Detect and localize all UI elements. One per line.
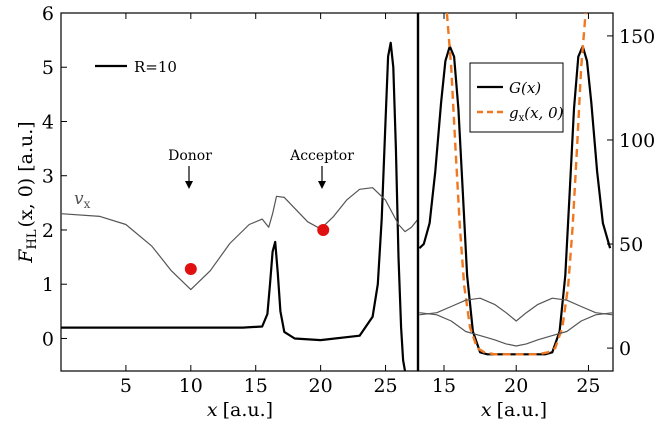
legend-label-r10: R=10 — [134, 58, 177, 76]
left-x-axis-label: x [a.u.] — [207, 399, 273, 421]
annotation-donor-arrowhead — [185, 181, 193, 189]
legend-label-G: G(x) — [509, 79, 541, 97]
annotation-acceptor-arrowhead — [318, 181, 326, 189]
legend-label-gx: gx(x, 0) — [509, 104, 564, 124]
right-panel: 15 20 25 0 50 100 150 G(x) gx(x, 0) x [a.u.] — [417, 12, 655, 421]
annotation-acceptor: Acceptor — [289, 148, 354, 189]
left-y-tick-label: 4 — [42, 111, 54, 133]
right-y-tick-label: 100 — [619, 130, 655, 152]
marker-dot-0 — [184, 263, 197, 276]
left-y-tick-label: 3 — [42, 166, 54, 188]
left-y-axis-label: FHL(x, 0) [a.u.] — [15, 121, 40, 263]
left-series-v-x — [61, 187, 418, 291]
left-series-r-10 — [61, 41, 407, 371]
right-series-g-x-x-0 — [445, 13, 587, 356]
right-series-lower-thin — [419, 312, 613, 347]
left-x-tick-label: 25 — [373, 375, 397, 397]
right-x-tick-label: 15 — [432, 375, 456, 397]
annotation-donor-label: Donor — [168, 148, 212, 164]
left-y-tick-label: 6 — [42, 3, 54, 25]
left-x-tick-label: 10 — [179, 375, 203, 397]
left-x-tick-label: 15 — [244, 375, 268, 397]
left-y-tick-label: 0 — [42, 328, 54, 350]
right-y-tick-label: 50 — [619, 234, 643, 256]
annotation-donor: Donor — [168, 148, 212, 189]
marker-dot-1 — [317, 223, 330, 236]
right-y-tick-label: 0 — [619, 338, 631, 360]
left-x-tick-label: 5 — [120, 375, 132, 397]
left-y-tick-label: 1 — [42, 274, 54, 296]
right-x-tick-label: 20 — [504, 375, 528, 397]
left-x-tick-label: 20 — [309, 375, 333, 397]
right-legend: G(x) gx(x, 0) — [469, 62, 564, 133]
right-y-tick-label: 150 — [619, 26, 655, 48]
right-x-axis-label: x [a.u.] — [481, 399, 547, 421]
right-series-upper-thin — [419, 297, 613, 322]
right-x-tick-label: 25 — [576, 375, 600, 397]
left-y-tick-label: 2 — [42, 220, 54, 242]
vx-curve-label: vx — [74, 189, 91, 211]
annotation-acceptor-label: Acceptor — [289, 148, 354, 164]
left-y-tick-label: 5 — [42, 57, 54, 79]
left-legend: R=10 — [95, 58, 177, 76]
right-legend-box — [469, 62, 564, 133]
